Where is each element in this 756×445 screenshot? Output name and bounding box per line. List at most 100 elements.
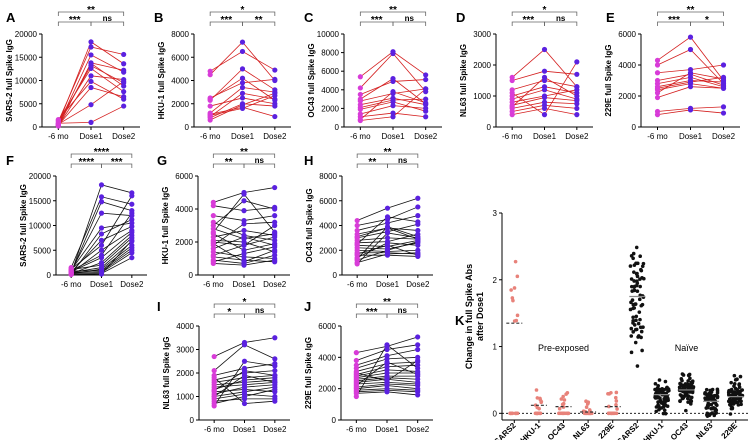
data-point: [688, 376, 692, 381]
y-tick-label: 0: [189, 271, 194, 280]
data-point: [239, 66, 246, 72]
data-point: [210, 229, 216, 235]
significance-label: ns: [398, 306, 408, 315]
data-point: [632, 323, 637, 327]
data-point: [241, 358, 248, 364]
significance-label: ***: [69, 15, 81, 26]
data-point: [682, 386, 687, 390]
y-axis-label: 229E full Spike IgG: [304, 337, 313, 409]
data-point: [98, 237, 105, 243]
y-tick-label: 4000: [318, 353, 336, 362]
y-tick-label: 6000: [171, 53, 189, 62]
significance-label: **: [225, 157, 233, 168]
data-point: [415, 227, 421, 234]
y-axis-label: NL63 full Spike IgG: [162, 337, 171, 410]
data-point: [685, 382, 689, 386]
data-point: [357, 74, 363, 80]
y-tick-label: 2000: [175, 238, 193, 247]
data-point: [272, 206, 278, 212]
data-point: [415, 346, 421, 353]
data-point: [690, 380, 695, 385]
y-axis-label: Change in full Spike Abs: [464, 264, 474, 369]
significance-label: ***: [371, 15, 383, 26]
y-axis-label: OC43 full Spike IgG: [305, 188, 314, 262]
x-tick-label: Dose2: [712, 132, 736, 141]
data-point: [98, 182, 105, 188]
data-point: [272, 222, 278, 229]
significance-label: *: [543, 5, 547, 16]
data-point: [415, 392, 421, 398]
data-point: [390, 89, 396, 95]
data-point: [638, 325, 643, 330]
data-point: [637, 297, 642, 302]
data-point: [662, 398, 667, 403]
data-point: [509, 77, 515, 84]
data-point: [728, 412, 733, 416]
data-point: [632, 270, 636, 274]
data-point: [638, 317, 642, 322]
significance-bracket: [57, 11, 125, 16]
data-point: [678, 399, 682, 404]
data-point: [384, 251, 391, 257]
significance-label: **: [383, 297, 391, 308]
data-point: [638, 254, 642, 258]
data-point: [681, 396, 686, 400]
y-tick-label: 6000: [318, 322, 336, 331]
data-point: [607, 404, 611, 409]
data-point: [574, 71, 580, 77]
panel-h: H 0 2000 4000 6000 8000 -6 mo Dose1 Dose2 OC43 fu…: [304, 147, 433, 289]
data-point: [354, 251, 360, 257]
y-tick-label: 20000: [29, 172, 52, 181]
data-point: [88, 44, 94, 50]
significance-bracket: [70, 153, 133, 158]
data-point: [390, 99, 396, 105]
data-point: [241, 250, 247, 257]
data-point: [628, 264, 633, 268]
x-tick-label: -6 mo: [203, 280, 224, 289]
data-point: [704, 387, 709, 392]
data-point: [687, 34, 694, 40]
data-point: [632, 279, 636, 283]
data-point: [634, 283, 639, 288]
y-tick-label: 5000: [33, 246, 51, 255]
data-point: [574, 59, 580, 65]
significance-bracket: [242, 21, 276, 26]
data-point: [679, 376, 684, 381]
data-point: [98, 231, 105, 237]
data-point: [663, 403, 668, 408]
data-point: [690, 385, 695, 389]
significance-label: **: [368, 157, 376, 168]
data-point: [654, 112, 661, 118]
data-point: [353, 350, 359, 356]
data-point: [541, 105, 548, 111]
data-point: [636, 321, 641, 326]
data-point: [729, 406, 734, 411]
data-point: [129, 210, 135, 216]
x-tick-label: OC43: [546, 421, 568, 440]
significance-label: ns: [556, 14, 566, 23]
data-point: [88, 84, 94, 91]
data-point: [639, 329, 644, 334]
data-point: [654, 90, 661, 96]
data-point: [509, 411, 514, 416]
data-point: [515, 274, 520, 279]
data-point: [121, 103, 127, 109]
significance-label: ns: [255, 306, 265, 315]
y-tick-label: 10000: [317, 30, 340, 39]
y-tick-label: 8000: [321, 49, 339, 58]
data-point: [574, 101, 580, 107]
data-point: [415, 334, 421, 340]
data-point: [538, 397, 543, 402]
x-tick-label: Dose1: [381, 132, 405, 141]
data-point: [241, 227, 247, 234]
data-point: [88, 39, 94, 45]
data-point: [423, 76, 429, 83]
data-point: [88, 119, 94, 125]
data-point: [241, 342, 248, 348]
data-point: [415, 242, 421, 248]
y-axis-label: SARS-2 full Spike IgG: [19, 184, 28, 267]
significance-label: ns: [405, 14, 415, 23]
data-point: [88, 52, 94, 58]
y-tick-label: 6000: [321, 67, 339, 76]
